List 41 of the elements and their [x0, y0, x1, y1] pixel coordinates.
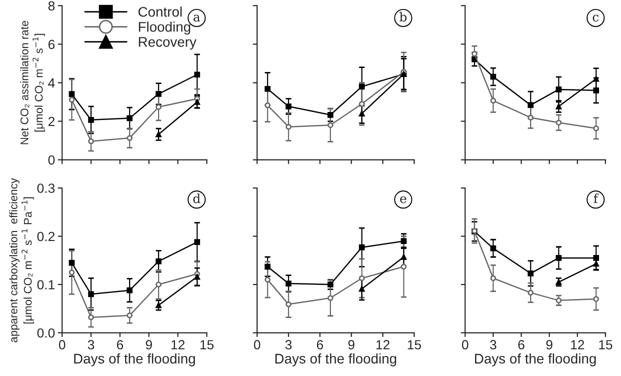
y-tick-label: 0 [48, 155, 55, 165]
x-tick-label: 6 [116, 340, 124, 350]
x-tick-label: 9 [348, 340, 354, 350]
annotation: e [400, 196, 406, 204]
x-axis-title: Days of the flooding [475, 353, 596, 366]
x-tick-label: 6 [518, 340, 524, 350]
x-tick-label: 0 [58, 340, 66, 350]
x-tick-label: 0 [462, 340, 468, 350]
x-tick-label: 3 [88, 340, 94, 350]
x-tick-label: 12 [376, 340, 390, 350]
y-tick-label: 0.0 [37, 328, 55, 338]
x-tick-label: 0 [254, 340, 260, 350]
x-tick-label: 15 [599, 340, 612, 350]
annotation: d [193, 194, 200, 204]
annotation: f [594, 194, 599, 204]
legend-label: Flooding [138, 22, 190, 35]
y-tick-label: 8 [48, 1, 55, 11]
annotation: c [592, 14, 599, 22]
x-tick-label: 3 [490, 340, 496, 350]
y-tick-label: 2 [48, 116, 54, 126]
x-tick-label: 12 [172, 340, 185, 350]
legend-label: Recovery [138, 37, 196, 50]
x-tick-label: 12 [571, 340, 584, 350]
x-axis-title: Days of the flooding [74, 353, 195, 366]
y-tick-label: 0.1 [37, 280, 55, 290]
x-tick-label: 9 [146, 340, 152, 350]
x-tick-label: 9 [546, 340, 552, 350]
x-tick-label: 3 [285, 340, 292, 350]
annotation: b [400, 12, 407, 22]
x-axis-title: Days of the flooding [275, 353, 396, 366]
y-tick-label: 6 [48, 40, 55, 50]
y-tick-label: 0.3 [37, 184, 55, 193]
y-axis-title: apparent carboxylation efficiency [μmol CO₂ m$^{−2}$ s$^{−1}$ Pa$^{−1}$] [9, 178, 34, 342]
annotation: a [194, 14, 200, 22]
y-axis-title: Net CO₂ assimilation rate [μmol CO₂ m$^{−2}$ s$^{−1}$] [20, 20, 45, 144]
y-tick-label: 4 [48, 78, 55, 88]
legend-label: Control [138, 6, 182, 17]
x-tick-label: 15 [408, 340, 421, 350]
x-tick-label: 15 [200, 340, 214, 350]
x-tick-label: 6 [316, 340, 324, 350]
y-tick-label: 0.2 [37, 232, 54, 242]
